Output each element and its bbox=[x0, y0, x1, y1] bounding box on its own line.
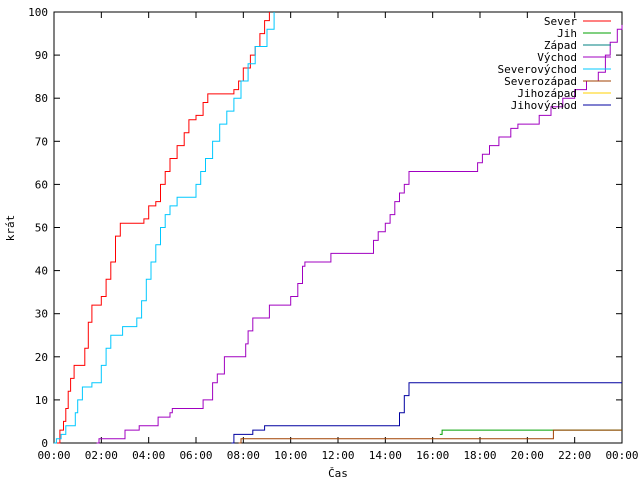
series-lines bbox=[54, 12, 623, 444]
y-tick-label: 90 bbox=[35, 49, 48, 62]
legend-label: Severozápad bbox=[504, 75, 577, 88]
x-tick-label: 02:00 bbox=[85, 449, 118, 462]
y-tick-label: 10 bbox=[35, 394, 48, 407]
x-tick-label: 16:00 bbox=[416, 449, 449, 462]
legend-label: Jihovýchod bbox=[511, 99, 577, 112]
y-tick-label: 30 bbox=[35, 308, 48, 321]
y-tick-label: 70 bbox=[35, 135, 48, 148]
y-tick-label: 100 bbox=[28, 6, 48, 19]
ticks: 0 10 20 30 40 50 60 70 80 90 100 00:00 02:00 04:00 06:… bbox=[28, 6, 638, 462]
y-tick-label: 50 bbox=[35, 222, 48, 235]
x-tick-label: 00:00 bbox=[605, 449, 638, 462]
legend-label: Jih bbox=[557, 27, 577, 40]
x-tick-label: 22:00 bbox=[558, 449, 591, 462]
series-line-5 bbox=[54, 12, 275, 444]
x-tick-label: 12:00 bbox=[321, 449, 354, 462]
series-line-1 bbox=[54, 12, 270, 444]
legend-label: Východ bbox=[537, 51, 577, 64]
series-line-6 bbox=[238, 429, 622, 444]
legend-label: Západ bbox=[544, 39, 577, 52]
x-tick-label: 18:00 bbox=[463, 449, 496, 462]
legend: SeverJihZápadVýchodSeverovýchodSeverozáp… bbox=[498, 15, 611, 112]
y-tick-label: 40 bbox=[35, 265, 48, 278]
x-tick-label: 04:00 bbox=[132, 449, 165, 462]
x-axis-label: Čas bbox=[328, 467, 348, 480]
x-tick-label: 08:00 bbox=[227, 449, 260, 462]
x-tick-label: 06:00 bbox=[179, 449, 212, 462]
y-axis-label: krát bbox=[4, 215, 17, 242]
legend-label: Jihozápad bbox=[517, 87, 577, 100]
series-line-8 bbox=[231, 382, 622, 444]
y-tick-label: 80 bbox=[35, 92, 48, 105]
y-tick-label: 60 bbox=[35, 178, 48, 191]
series-line-2 bbox=[439, 429, 622, 435]
legend-label: Sever bbox=[544, 15, 577, 28]
x-tick-label: 14:00 bbox=[369, 449, 402, 462]
legend-label: Severovýchod bbox=[498, 63, 577, 76]
x-tick-label: 00:00 bbox=[37, 449, 70, 462]
y-tick-label: 20 bbox=[35, 351, 48, 364]
x-tick-label: 10:00 bbox=[274, 449, 307, 462]
y-tick-label: 0 bbox=[41, 437, 48, 450]
series-line-4 bbox=[96, 24, 623, 444]
x-tick-label: 20:00 bbox=[511, 449, 544, 462]
